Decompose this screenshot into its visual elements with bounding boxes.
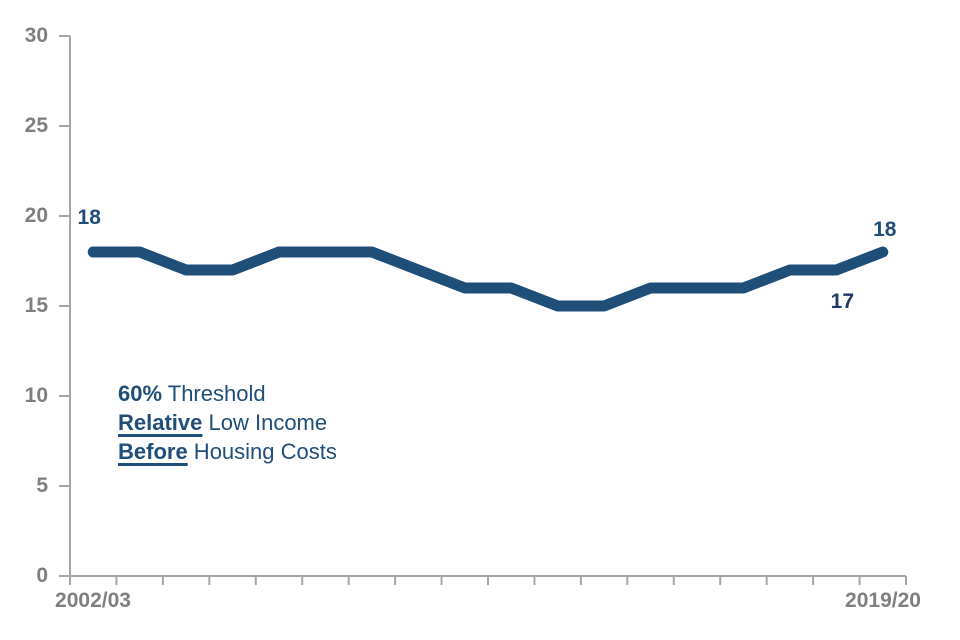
series-annotation: 60% Threshold Relative Low Income Before… bbox=[118, 379, 337, 466]
y-axis-tick-label: 15 bbox=[24, 294, 48, 317]
data-point-label: 17 bbox=[830, 290, 855, 313]
data-point-label: 18 bbox=[77, 206, 101, 229]
annotation-line-before: Before Housing Costs bbox=[118, 437, 337, 466]
y-axis-tick-label: 20 bbox=[24, 204, 48, 227]
annotation-before-rest: Housing Costs bbox=[187, 439, 337, 464]
data-point-label: 18 bbox=[873, 218, 897, 241]
annotation-relative-bold: Relative bbox=[118, 410, 203, 435]
y-axis-tick-label: 25 bbox=[24, 114, 48, 137]
y-axis-tick-label: 0 bbox=[36, 564, 48, 587]
y-axis-tick-label: 10 bbox=[24, 384, 48, 407]
y-axis-tick-label: 5 bbox=[36, 474, 48, 497]
annotation-before-bold: Before bbox=[118, 439, 188, 464]
annotation-threshold-rest: Threshold bbox=[162, 381, 266, 406]
annotation-line-threshold: 60% Threshold bbox=[118, 379, 337, 408]
series-line bbox=[87, 246, 889, 312]
x-axis-label-last: 2019/20 bbox=[845, 589, 921, 612]
annotation-line-relative: Relative Low Income bbox=[118, 408, 337, 437]
y-axis-tick-label: 30 bbox=[24, 24, 48, 47]
annotation-threshold-bold: 60% bbox=[118, 381, 163, 406]
annotation-relative-rest: Low Income bbox=[202, 410, 328, 435]
x-axis-label-first: 2002/03 bbox=[55, 589, 131, 612]
